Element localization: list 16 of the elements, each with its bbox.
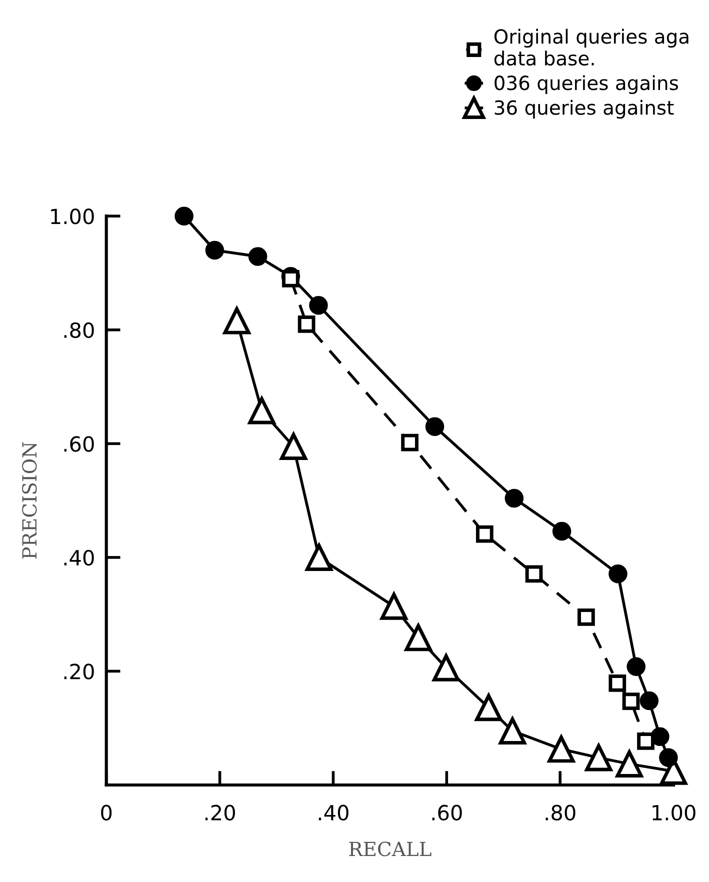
x-tick-label: .40 (318, 804, 348, 821)
y-tick-label: .40 (64, 550, 94, 566)
y-tick-label: 1.00 (51, 208, 94, 224)
legend-label: Original queries aga data base. (494, 28, 688, 66)
x-tick-label: .60 (432, 804, 462, 821)
x-tick-label: 0 (101, 804, 112, 821)
y-tick-label: .20 (64, 664, 94, 680)
legend-label: 036 queries agains (494, 75, 678, 94)
x-tick-label: 1.00 (652, 804, 696, 821)
legend-label: 36 queries against (494, 100, 674, 119)
y-tick-label: .60 (64, 436, 94, 452)
y-tick-label: .80 (64, 322, 94, 338)
x-axis-title: RECALL (349, 842, 432, 856)
x-tick-label: .20 (205, 804, 235, 821)
y-axis-title: PRECISION (22, 442, 37, 559)
x-tick-label: .80 (546, 804, 576, 821)
